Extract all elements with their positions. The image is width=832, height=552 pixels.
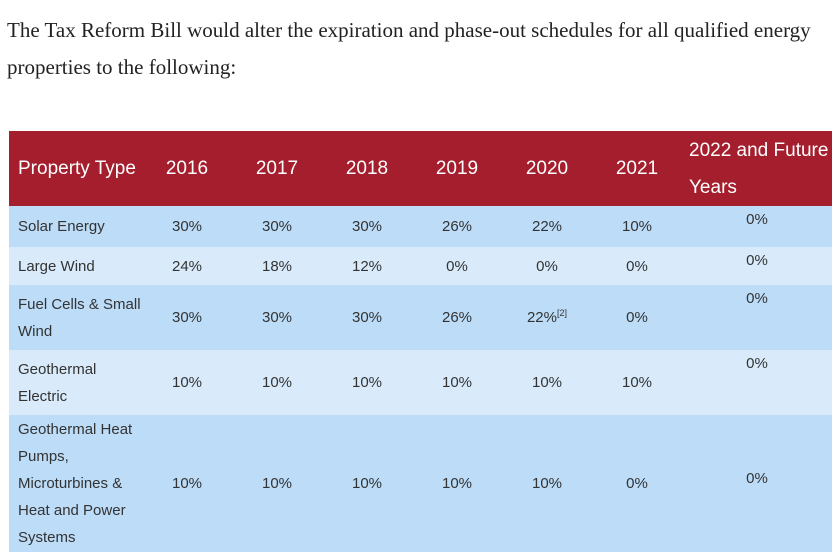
rate-cell: 10% [171,475,203,492]
future-rate-cell: 0% [746,290,768,307]
table-row: Fuel Cells & Small Wind 30% 30% 30% 26% … [9,285,832,350]
column-header-2018: 2018 [345,158,389,179]
future-rate-cell: 0% [746,252,768,269]
rate-cell: 22% [531,218,563,235]
rate-cell: 10% [261,475,293,492]
rate-cell: 26% [441,218,473,235]
column-header-2020: 2020 [525,158,569,179]
column-header-property-type: Property Type [18,158,136,179]
rate-cell: 18% [261,257,293,275]
column-header-2021: 2021 [615,158,659,179]
rate-value: 22% [526,309,557,326]
future-rate-cell: 0% [746,355,768,372]
rate-cell: 10% [351,475,383,492]
rate-cell: 10% [531,475,563,492]
row-label: Geothermal Heat Pumps, Microturbines & H… [18,421,133,546]
rate-cell: 0% [626,309,648,326]
rate-cell: 10% [621,374,653,391]
footnote-link[interactable]: [2] [557,308,568,318]
rate-cell: 10% [441,374,473,391]
rate-cell: 30% [171,309,203,326]
column-header-2022-and-future: 2022 and Future Years [689,139,829,198]
rate-cell: 10% [531,374,563,391]
rate-cell: 30% [171,218,203,235]
column-header-2017: 2017 [255,158,299,179]
rate-cell: 10% [261,374,293,391]
rate-cell: 12% [351,257,383,275]
rate-cell: 10% [351,374,383,391]
table-header-row: Property Type 2016 2017 2018 2019 2020 2… [9,131,832,206]
column-header-2019: 2019 [435,158,479,179]
rate-cell-with-footnote: 22%[2] [502,285,592,350]
intro-paragraph: The Tax Reform Bill would alter the expi… [7,18,811,79]
table-row: Large Wind 24% 18% 12% 0% 0% 0% 0% [9,247,832,285]
rate-cell: 30% [261,218,293,235]
rate-cell: 30% [261,309,293,326]
rate-cell: 10% [441,475,473,492]
future-rate-cell: 0% [746,211,768,228]
rate-cell: 30% [351,218,383,235]
rate-cell: 0% [626,475,648,492]
rate-cell: 24% [171,257,203,275]
column-header-2016: 2016 [165,158,209,179]
rate-cell: 0% [626,257,648,275]
energy-credit-table: Property Type 2016 2017 2018 2019 2020 2… [9,131,832,552]
rate-cell: 26% [441,309,473,326]
row-label: Solar Energy [18,218,105,235]
table-row: Solar Energy 30% 30% 30% 26% 22% 10% 0% [9,206,832,247]
table-row: Geothermal Heat Pumps, Microturbines & H… [9,415,832,552]
row-label: Fuel Cells & Small Wind [18,295,141,340]
rate-cell: 0% [446,257,468,275]
rate-cell: 10% [621,218,653,235]
future-rate-cell: 0% [746,470,768,487]
rate-cell: 0% [536,257,558,275]
row-label: Large Wind [18,257,95,275]
rate-cell: 30% [351,309,383,326]
row-label: Geothermal Electric [18,360,97,405]
rate-cell: 10% [171,374,203,391]
table-row: Geothermal Electric 10% 10% 10% 10% 10% … [9,350,832,415]
